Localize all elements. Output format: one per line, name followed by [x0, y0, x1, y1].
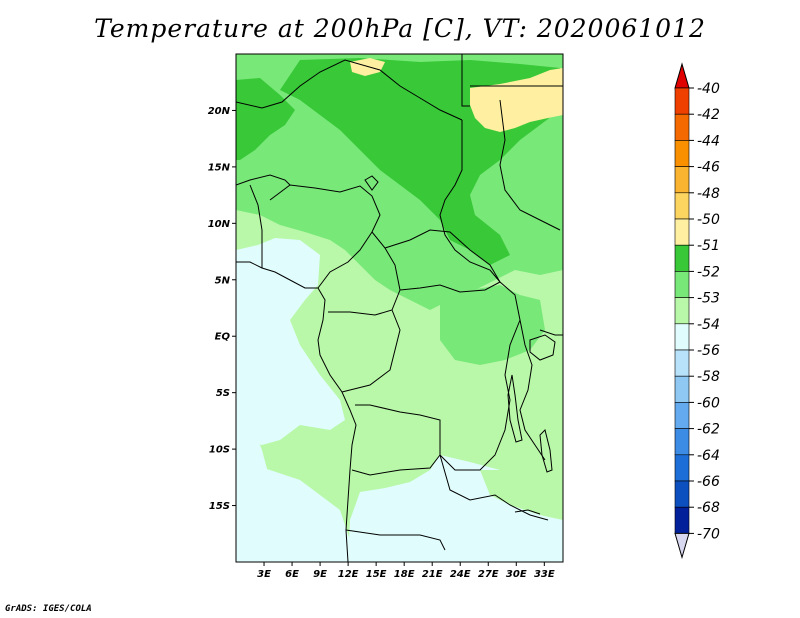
colorbar-bin — [674, 140, 690, 167]
chart-title: Temperature at 200hPa [C], VT: 202006101… — [94, 14, 706, 43]
colorbar-top-arrow — [674, 62, 690, 89]
colorbar-end-label: -70 — [697, 526, 720, 542]
longitude-axis: 3E 6E 9E 12E 15E 18E 21E 24E 27E 30E 33E — [257, 562, 555, 580]
colorbar-bin — [674, 87, 690, 115]
colorbar-label: -54 — [697, 317, 720, 333]
colorbar-bin — [674, 454, 690, 482]
field-pale-yellow-ne — [470, 68, 563, 132]
colorbar-label: -42 — [697, 107, 720, 123]
field-pale-cyan-south — [236, 460, 350, 562]
colorbar-label: -46 — [697, 160, 720, 176]
field-pale-cyan-south-inland — [360, 490, 548, 562]
map-frame — [235, 53, 564, 563]
border-nigeria — [269, 184, 381, 289]
footer-credit: GrADS: IGES/COLA — [5, 604, 92, 614]
border-tanzania — [539, 329, 563, 336]
colorbar-bin — [674, 271, 690, 298]
colorbar-label: -40 — [697, 81, 720, 97]
lon-tick-label: 24E — [450, 569, 471, 580]
lon-tick-label: 27E — [478, 569, 499, 580]
colorbar-label: -56 — [697, 343, 720, 359]
field-dark-green-west — [236, 78, 295, 160]
field-pale-yellow-north — [350, 58, 385, 76]
border-ghana-togo — [249, 184, 263, 268]
colorbar-label: -52 — [697, 264, 720, 280]
colorbar-bottom-arrow — [674, 532, 690, 560]
lat-tick-label: 15S — [209, 501, 230, 512]
colorbar-bin — [674, 166, 690, 194]
border-angola-south — [351, 454, 441, 476]
colorbar-bin — [674, 428, 690, 456]
colorbar-bin — [674, 113, 690, 141]
lat-tick-label: 5N — [215, 275, 231, 286]
country-boundaries — [236, 54, 563, 562]
colorbar-label: -58 — [697, 369, 720, 385]
colorbar-label: -60 — [697, 395, 720, 411]
colorbar-bin — [674, 480, 690, 508]
colorbar: -40 -42 -44 -46 -48 -50 -51 -52 -53 -54 -56 -58 -60 -… — [674, 62, 720, 560]
field-mid-green-east — [440, 285, 545, 365]
colorbar-label: -50 — [697, 212, 720, 228]
lon-tick-label: 15E — [366, 569, 387, 580]
border-east-lakes — [519, 319, 546, 461]
lat-tick-label: 10S — [209, 445, 230, 456]
lake-kariba — [514, 509, 541, 515]
border-angola-namibia — [345, 529, 446, 551]
lon-tick-label: 21E — [422, 569, 443, 580]
border-burkina — [236, 174, 291, 186]
colorbar-bin — [674, 244, 690, 272]
lon-tick-label: 6E — [285, 569, 299, 580]
lon-tick-label: 3E — [257, 569, 271, 580]
lon-tick-label: 9E — [313, 569, 327, 580]
colorbar-label: -53 — [697, 291, 720, 307]
colorbar-bin — [674, 297, 690, 325]
temperature-field — [236, 54, 563, 562]
lat-tick-label: EQ — [215, 332, 231, 343]
field-pale-cyan-gulf — [236, 238, 345, 445]
lake-malawi — [539, 429, 553, 473]
border-drc-east — [355, 281, 521, 471]
colorbar-label: -51 — [697, 238, 720, 254]
field-light-green-lower-right — [480, 470, 563, 520]
lon-tick-label: 33E — [534, 569, 555, 580]
colorbar-label: -44 — [697, 133, 720, 149]
border-zambia — [439, 454, 549, 521]
lake-tanganyika — [507, 374, 523, 443]
colorbar-bin — [674, 375, 690, 403]
lat-tick-label: 5S — [216, 388, 230, 399]
colorbar-bin — [674, 323, 690, 351]
coastline-west-africa — [236, 261, 357, 562]
colorbar-label: -62 — [697, 422, 720, 438]
colorbar-label: -68 — [697, 500, 720, 516]
colorbar-bin — [674, 402, 690, 429]
latitude-axis: 20N 15N 10N 5N EQ 5S 10S 15S — [208, 106, 236, 512]
lat-tick-label: 20N — [208, 106, 231, 117]
lake-victoria — [529, 334, 556, 361]
border-cameroon — [328, 231, 401, 316]
colorbar-bin — [674, 349, 690, 377]
colorbar-bin — [674, 506, 690, 534]
colorbar-label: -48 — [697, 186, 720, 202]
border-congo — [341, 309, 401, 393]
lat-tick-label: 15N — [208, 162, 231, 173]
lon-tick-label: 30E — [506, 569, 527, 580]
border-niger-chad — [439, 120, 501, 283]
border-car — [384, 229, 501, 293]
colorbar-label: -64 — [697, 448, 720, 464]
colorbar-bin — [674, 192, 690, 220]
lon-tick-label: 18E — [394, 569, 415, 580]
lake-chad — [364, 175, 379, 191]
lat-tick-label: 10N — [208, 219, 231, 230]
border-chad-sudan — [499, 99, 561, 231]
colorbar-bin — [674, 218, 690, 246]
colorbar-label: -66 — [697, 474, 720, 490]
border-mali-niger — [236, 59, 463, 121]
lon-tick-label: 12E — [338, 569, 359, 580]
border-libya — [461, 54, 470, 107]
